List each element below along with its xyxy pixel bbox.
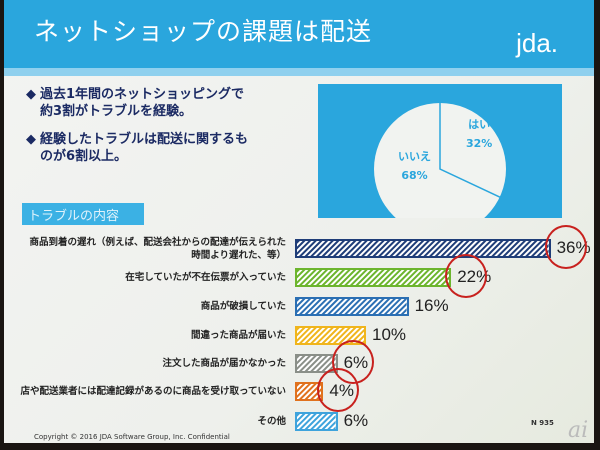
bar: [295, 326, 366, 345]
pie-chart: [374, 103, 506, 218]
bar: [295, 268, 452, 287]
bullet-text: のが6割以上。: [40, 149, 128, 164]
category-label: 在宅していたが不在伝票が入っていた: [125, 272, 286, 283]
bullet-2: ◆ 経験したトラブルは配送に関するも のが6割以上。: [26, 131, 248, 165]
value-label: 6%: [343, 411, 369, 430]
bullet-text: 経験したトラブルは配送に関するも: [40, 132, 249, 147]
slide: ネットショップの課題は配送 jda. ◆ 過去1年間のネットショッピングで 約3割…: [4, 0, 594, 443]
bar: [295, 412, 338, 431]
highlight-circle: [445, 254, 488, 298]
slide-title: ネットショップの課題は配送: [34, 17, 373, 46]
pie-slice-yes: [439, 103, 501, 198]
pie-chart-panel: はい 32% いいえ 68%: [318, 84, 562, 218]
jda-logo: jda.: [516, 28, 558, 58]
category-label: 店や配送業者には配達記録があるのに商品を受け取っていない: [20, 386, 286, 397]
pie-label-no: いいえ 68%: [398, 150, 431, 182]
copyright: Copyright © 2016 JDA Software Group, Inc…: [34, 433, 230, 441]
diamond-icon: ◆: [26, 87, 36, 102]
category-label: その他: [257, 416, 286, 427]
bullet-1: ◆ 過去1年間のネットショッピングで 約3割がトラブルを経験。: [26, 86, 244, 120]
category-label: 間違った商品が届いた: [190, 330, 286, 341]
diamond-icon: ◆: [26, 132, 36, 147]
category-label: 商品が破損していた: [200, 301, 286, 312]
bar: [295, 297, 409, 316]
category-label: 注文した商品が届かなかった: [162, 358, 286, 369]
title-band: [4, 68, 594, 76]
title-bar: ネットショップの課題は配送 jda.: [4, 0, 594, 68]
highlight-circle: [317, 368, 360, 412]
bar: [295, 239, 551, 258]
bullet-text: 約3割がトラブルを経験。: [40, 104, 193, 119]
sample-size: N 935: [531, 419, 554, 427]
pie-label-yes: はい 32%: [466, 118, 493, 150]
value-label: 10%: [372, 325, 407, 344]
highlight-circle: [544, 225, 587, 269]
bullet-text: 過去1年間のネットショッピングで: [40, 87, 245, 102]
watermark-logo: ai: [568, 418, 589, 443]
value-label: 16%: [414, 296, 449, 315]
category-label: 商品到着の遅れ（例えば、配送会社からの配達が伝えられた 時間より遅れた、等）: [29, 237, 286, 261]
section-label: トラブルの内容: [22, 203, 144, 225]
